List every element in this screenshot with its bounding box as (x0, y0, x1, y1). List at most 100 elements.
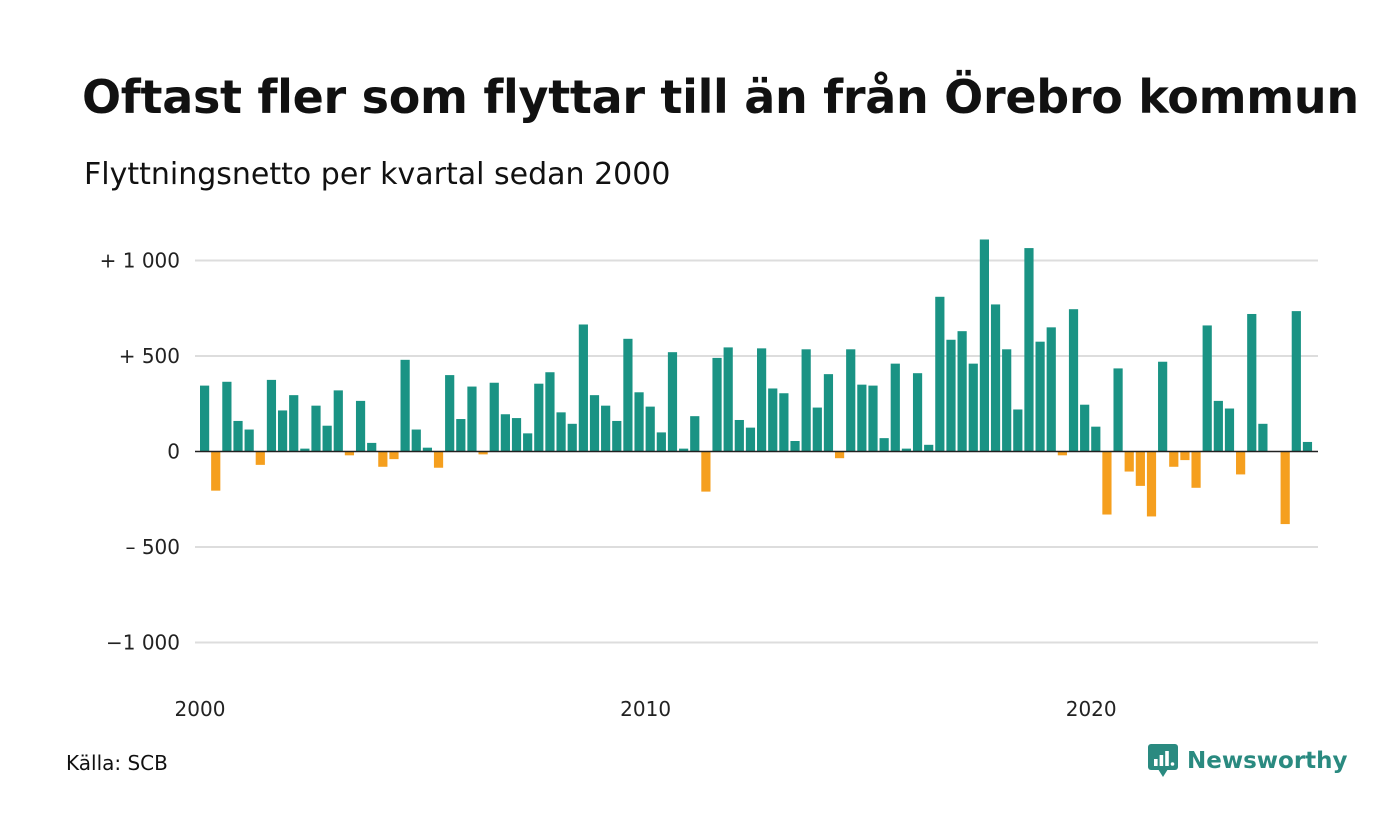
bar (879, 438, 889, 452)
bar (601, 405, 611, 452)
bar (656, 432, 666, 452)
bar (589, 395, 600, 452)
bar (1236, 451, 1246, 475)
bar (1124, 451, 1134, 472)
newsworthy-logo-icon (1148, 744, 1178, 777)
x-tick-label: 2020 (1066, 697, 1117, 721)
bar (445, 375, 455, 452)
bar (233, 420, 243, 452)
bar (634, 392, 644, 452)
bar (734, 419, 744, 452)
bar (1247, 313, 1257, 452)
bar (912, 373, 923, 452)
bar (667, 352, 678, 452)
bar (690, 416, 700, 452)
bar (1291, 311, 1301, 452)
x-tick-label: 2010 (620, 697, 671, 721)
bar (801, 349, 811, 452)
bar (745, 427, 756, 452)
bar (990, 304, 1001, 452)
bar (333, 390, 343, 452)
bar (1213, 400, 1223, 452)
bar (1102, 451, 1112, 515)
bar (946, 339, 956, 452)
bar (433, 451, 444, 468)
bar (712, 357, 722, 452)
bar (1057, 451, 1067, 456)
bar (779, 393, 789, 452)
chart-title: Oftast fler som flyttar till än från Öre… (82, 70, 1359, 124)
bar (812, 407, 822, 452)
bar (1302, 441, 1313, 452)
bar (244, 429, 254, 452)
bar (300, 448, 310, 452)
bar (534, 383, 544, 452)
bar (1202, 325, 1212, 452)
bar (901, 448, 912, 452)
bar (478, 451, 488, 455)
bar (701, 451, 711, 492)
bar (523, 433, 533, 452)
bar (500, 414, 510, 452)
bar (645, 406, 655, 452)
y-tick-label: + 1 000 (100, 249, 180, 273)
y-tick-label: −1 000 (106, 631, 180, 655)
bar (1280, 451, 1290, 525)
chart-subtitle: Flyttningsnetto per kvartal sedan 2000 (84, 157, 671, 192)
bar (857, 384, 867, 452)
bar (1224, 408, 1235, 452)
source-note: Källa: SCB (66, 751, 168, 775)
bar (979, 239, 989, 452)
bar (400, 359, 410, 452)
bar (1135, 451, 1145, 486)
bar (389, 451, 399, 460)
bar (1169, 451, 1179, 467)
bar (378, 451, 388, 467)
bar (790, 441, 800, 452)
bar (322, 425, 332, 452)
bar (489, 382, 499, 452)
bar (968, 363, 978, 452)
bar (344, 451, 355, 456)
bar (846, 349, 856, 452)
bar (1146, 451, 1157, 517)
bar (1258, 423, 1268, 452)
bar (211, 451, 221, 491)
axis-label-layer: + 1 000 + 500 0 – 500 −1 000 2000 2010 2020 (100, 249, 1117, 722)
bar (545, 372, 555, 452)
bar (757, 348, 767, 452)
bar (255, 451, 265, 465)
bar (1191, 451, 1201, 488)
bar (623, 338, 633, 452)
brand-name: Newsworthy (1187, 748, 1348, 774)
bar-chart: + 1 000 + 500 0 – 500 −1 000 2000 2010 2020 (100, 239, 1318, 722)
bar (411, 429, 421, 452)
bar (289, 395, 299, 452)
bar (1080, 404, 1090, 452)
bar (367, 442, 377, 452)
bar (679, 448, 689, 452)
bar (567, 423, 577, 452)
bar (1035, 341, 1045, 452)
bar (511, 418, 522, 452)
bar (556, 412, 566, 452)
bar (890, 363, 900, 452)
bar (355, 400, 366, 452)
y-tick-label: + 500 (119, 344, 180, 368)
x-tick-label: 2000 (175, 697, 226, 721)
bar (1180, 451, 1190, 461)
bar (723, 347, 733, 452)
grid-layer (195, 259, 1318, 644)
bar (823, 374, 834, 452)
bar (612, 420, 622, 452)
bar (924, 444, 934, 452)
bar (1091, 426, 1101, 452)
bar (222, 381, 232, 452)
bar (1068, 309, 1079, 452)
bar (1158, 361, 1168, 452)
bar (1002, 349, 1012, 452)
bar (311, 405, 321, 452)
bar (422, 447, 432, 452)
bar (868, 385, 878, 452)
bar (1024, 248, 1034, 452)
